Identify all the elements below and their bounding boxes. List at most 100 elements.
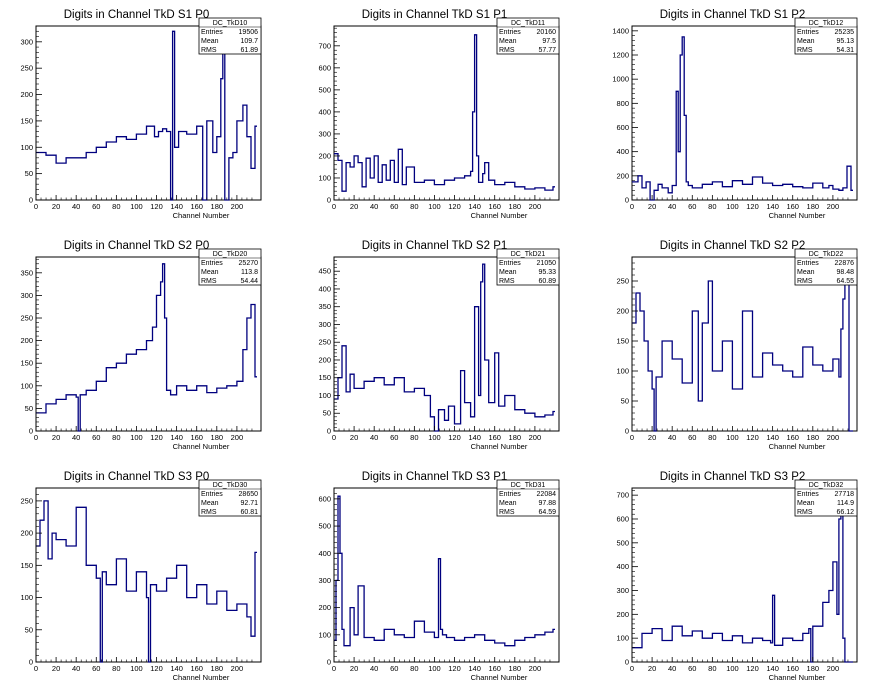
stats-box-entries-label: Entries bbox=[201, 29, 223, 36]
x-tick-label: 60 bbox=[688, 664, 696, 673]
histogram-series-line bbox=[334, 34, 555, 192]
y-tick-label: 200 bbox=[20, 336, 33, 345]
x-tick-label: 100 bbox=[428, 202, 441, 211]
stats-box-entries-label: Entries bbox=[499, 29, 521, 36]
y-tick-label: 100 bbox=[318, 391, 331, 400]
stats-box: DC_TkD10 Entries 19506 Mean 109.7 RMS 61.89 bbox=[198, 17, 262, 55]
x-tick-label: 120 bbox=[746, 202, 759, 211]
stats-box-rms-label: RMS bbox=[797, 278, 813, 285]
x-tick-label: 180 bbox=[509, 433, 522, 442]
x-tick-label: 20 bbox=[52, 202, 60, 211]
y-tick-label: 500 bbox=[318, 85, 331, 94]
y-tick-label: 100 bbox=[318, 173, 331, 182]
stats-box-entries-value: 25270 bbox=[239, 260, 259, 267]
stats-box-name: DC_TkD10 bbox=[213, 20, 248, 27]
panel-title: Digits in Channel TkD S2 P2 bbox=[660, 240, 806, 252]
x-tick-label: 20 bbox=[52, 664, 60, 673]
x-tick-label: 160 bbox=[786, 433, 799, 442]
x-tick-label: 80 bbox=[410, 433, 418, 442]
stats-box-name: DC_TkD12 bbox=[809, 20, 844, 27]
y-tick-label: 700 bbox=[616, 491, 629, 500]
plot-frame bbox=[333, 25, 560, 201]
y-tick-label: 300 bbox=[616, 586, 629, 595]
y-tick-label: 50 bbox=[25, 625, 33, 634]
y-tick-label: 150 bbox=[318, 373, 331, 382]
y-tick-label: 1200 bbox=[612, 51, 629, 60]
stats-box: DC_TkD22 Entries 22876 Mean 98.48 RMS 64.55 bbox=[794, 248, 858, 286]
stats-box-rms-value: 60.89 bbox=[538, 278, 556, 285]
stats-box-name: DC_TkD32 bbox=[809, 482, 844, 489]
x-tick-label: 120 bbox=[150, 202, 163, 211]
x-tick-label: 180 bbox=[807, 433, 820, 442]
stats-box-entries-label: Entries bbox=[499, 491, 521, 498]
stats-box-rms-label: RMS bbox=[797, 47, 813, 54]
plot-frame bbox=[333, 256, 560, 432]
stats-box-name: DC_TkD31 bbox=[511, 482, 546, 489]
stats-box-mean-value: 97.88 bbox=[538, 500, 556, 507]
y-tick-label: 50 bbox=[621, 397, 629, 406]
x-tick-label: 40 bbox=[370, 433, 378, 442]
x-tick-label: 0 bbox=[630, 202, 634, 211]
x-tick-label: 160 bbox=[786, 202, 799, 211]
x-tick-label: 0 bbox=[332, 202, 336, 211]
x-axis-label: Channel Number bbox=[173, 211, 230, 220]
x-tick-label: 40 bbox=[668, 433, 676, 442]
histogram-panel-6: Digits in Channel TkD S2 P2 0 20 40 60 80 100 1… bbox=[616, 240, 858, 451]
x-tick-label: 60 bbox=[92, 664, 100, 673]
x-tick-label: 200 bbox=[529, 433, 542, 442]
stats-box-name: DC_TkD22 bbox=[809, 251, 844, 258]
x-tick-label: 120 bbox=[448, 433, 461, 442]
x-tick-label: 0 bbox=[332, 433, 336, 442]
stats-box-rms-label: RMS bbox=[797, 509, 813, 516]
histogram-panel-1: Digits in Channel TkD S1 P0 0 20 40 60 80 100 1… bbox=[20, 9, 262, 220]
x-tick-label: 180 bbox=[807, 664, 820, 673]
stats-box-entries-label: Entries bbox=[499, 260, 521, 267]
histogram-series-line bbox=[36, 30, 257, 201]
y-tick-label: 300 bbox=[318, 129, 331, 138]
y-tick-label: 600 bbox=[318, 63, 331, 72]
y-tick-label: 0 bbox=[625, 658, 629, 667]
x-tick-label: 80 bbox=[112, 433, 120, 442]
stats-box-rms-label: RMS bbox=[499, 509, 515, 516]
stats-box-entries-value: 20160 bbox=[537, 29, 557, 36]
x-tick-label: 40 bbox=[72, 664, 80, 673]
x-tick-label: 20 bbox=[648, 202, 656, 211]
x-tick-label: 80 bbox=[410, 664, 418, 673]
y-tick-label: 600 bbox=[318, 494, 331, 503]
x-tick-label: 40 bbox=[668, 664, 676, 673]
x-tick-label: 40 bbox=[72, 202, 80, 211]
x-tick-label: 80 bbox=[708, 433, 716, 442]
stats-box-entries-value: 28650 bbox=[239, 491, 259, 498]
y-tick-label: 600 bbox=[616, 514, 629, 523]
stats-box-mean-label: Mean bbox=[499, 269, 517, 276]
stats-box-entries-value: 19506 bbox=[239, 29, 259, 36]
x-tick-label: 180 bbox=[807, 202, 820, 211]
histogram-panel-8: Digits in Channel TkD S3 P1 0 20 40 60 80 100 1… bbox=[318, 471, 560, 682]
y-tick-label: 200 bbox=[616, 610, 629, 619]
y-tick-label: 0 bbox=[327, 427, 331, 436]
panel-title: Digits in Channel TkD S1 P0 bbox=[64, 9, 210, 21]
x-tick-label: 60 bbox=[390, 433, 398, 442]
stats-box: DC_TkD32 Entries 27718 Mean 114.9 RMS 66.12 bbox=[794, 479, 858, 517]
y-tick-label: 0 bbox=[29, 658, 33, 667]
histogram-panel-2: Digits in Channel TkD S1 P1 0 20 40 60 80 100 1… bbox=[318, 9, 560, 220]
y-tick-label: 300 bbox=[318, 576, 331, 585]
histogram-series-line bbox=[36, 263, 257, 432]
y-tick-label: 50 bbox=[323, 409, 331, 418]
stats-box-entries-label: Entries bbox=[201, 491, 223, 498]
x-tick-label: 20 bbox=[648, 433, 656, 442]
x-tick-label: 80 bbox=[708, 664, 716, 673]
stats-box-mean-label: Mean bbox=[797, 38, 815, 45]
y-tick-label: 600 bbox=[616, 123, 629, 132]
y-tick-label: 0 bbox=[327, 658, 331, 667]
y-tick-label: 350 bbox=[318, 302, 331, 311]
x-tick-label: 160 bbox=[488, 664, 501, 673]
stats-box-mean-label: Mean bbox=[201, 269, 219, 276]
stats-box-rms-value: 60.81 bbox=[240, 509, 258, 516]
x-axis-label: Channel Number bbox=[173, 442, 230, 451]
x-tick-label: 0 bbox=[332, 664, 336, 673]
x-axis-label: Channel Number bbox=[471, 673, 528, 682]
y-tick-label: 250 bbox=[20, 496, 33, 505]
x-tick-label: 20 bbox=[350, 433, 358, 442]
x-tick-label: 200 bbox=[231, 664, 244, 673]
